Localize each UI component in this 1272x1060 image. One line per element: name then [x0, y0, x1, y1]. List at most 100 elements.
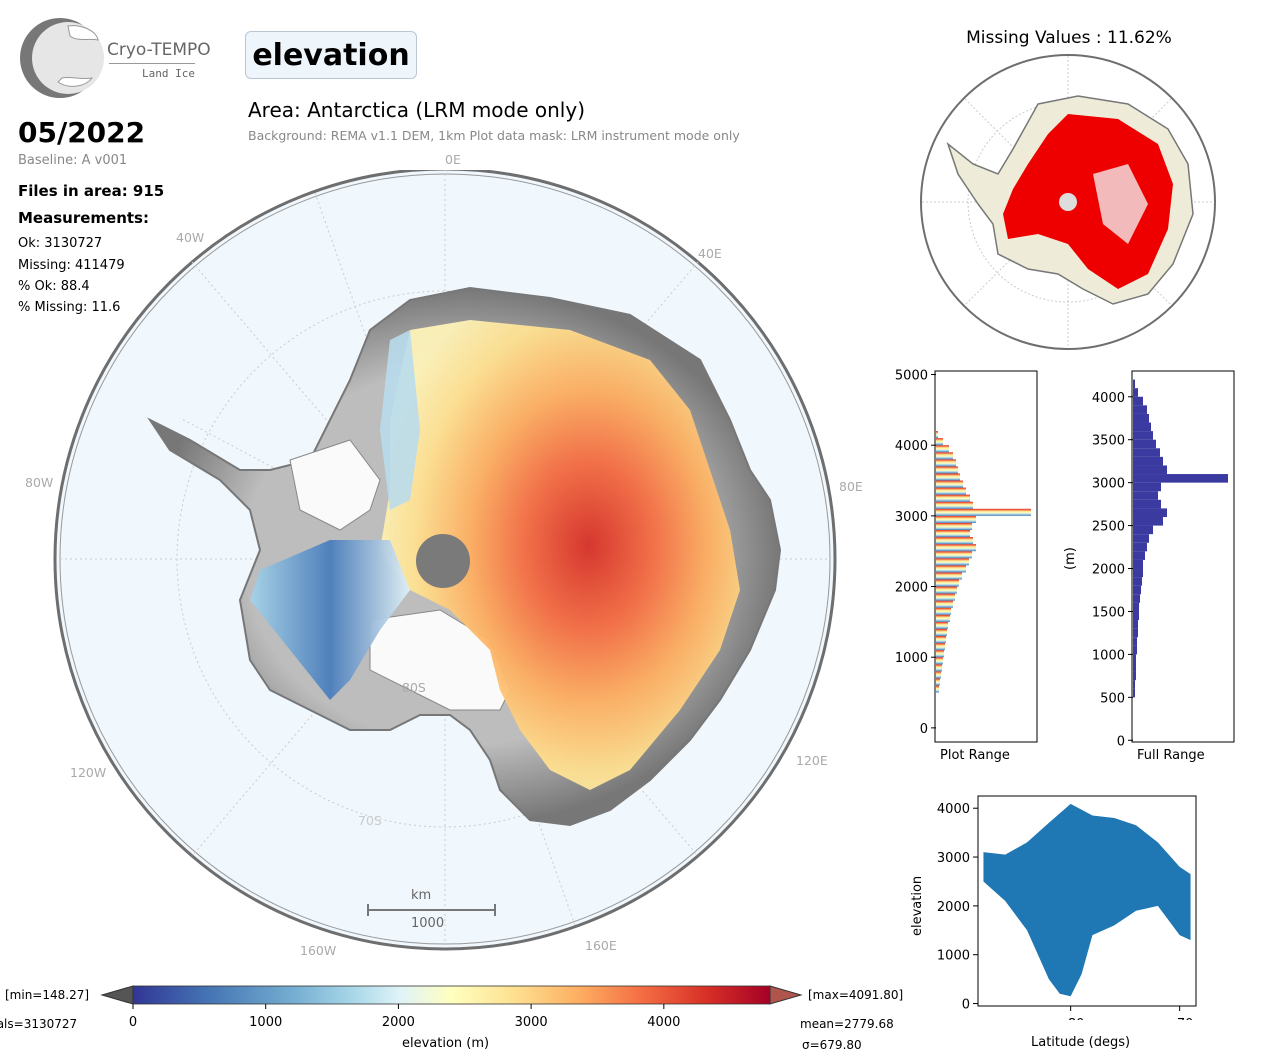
parameter-title: elevation [245, 31, 417, 79]
elevation-colorbar [100, 985, 803, 1009]
y-tick-label: 3500 [1092, 434, 1125, 449]
area-title: Area: Antarctica (LRM mode only) [248, 98, 586, 122]
y-tick-label: 2000 [937, 900, 970, 915]
colorbar-max: [max=4091.80] [808, 988, 904, 1002]
histogram-bar [936, 530, 970, 538]
histogram-bar [1133, 388, 1138, 397]
histogram-bar [936, 636, 946, 644]
y-tick-label: 1000 [1092, 648, 1125, 663]
histogram-bar [1133, 594, 1140, 603]
histogram-bar [1133, 559, 1143, 569]
histogram-bar [936, 494, 970, 502]
colorbar-max-extend [769, 985, 803, 1005]
scatter-points [983, 803, 1191, 997]
lon-label-40e: 40E [698, 246, 722, 261]
latitude-scatter-plot: 0 1000 2000 3000 4000 −80 −70 [937, 795, 1197, 1020]
histogram-bar [1133, 405, 1147, 414]
histogram-bar [1133, 465, 1167, 475]
histogram-bar [1133, 456, 1163, 466]
y-tick-label: 5000 [895, 369, 928, 384]
histogram-bar [1133, 585, 1141, 595]
lon-label-160w: 160W [300, 943, 337, 958]
y-tick-label: 2500 [1092, 520, 1125, 535]
y-tick-label: 1000 [937, 949, 970, 964]
histogram-bar [1133, 611, 1139, 621]
y-tick-label: 1500 [1092, 605, 1125, 620]
histogram-bar [936, 650, 944, 658]
plot-range-label: Plot Range [940, 748, 1010, 763]
histogram-bar [936, 657, 943, 665]
ronne-ice-shelf [289, 439, 381, 531]
histogram-bar [1133, 577, 1142, 586]
colorbar-nvals: nvals=3130727 [0, 1017, 78, 1031]
histogram-bar [1133, 680, 1135, 689]
histogram-bar [936, 522, 972, 530]
background-note: Background: REMA v1.1 DEM, 1km Plot data… [248, 128, 740, 143]
y-tick-label: 3000 [895, 510, 928, 525]
histogram-bar [1133, 542, 1147, 552]
histogram-bar [936, 544, 976, 552]
histogram-bar [1133, 645, 1137, 655]
histogram-bar [936, 579, 959, 587]
histogram-bar [936, 473, 960, 481]
logo-title: Cryo-TEMPO [107, 40, 211, 60]
measurements-pct-missing: % Missing: 11.6 [18, 300, 121, 315]
x-tick-label: −80 [1057, 1017, 1084, 1020]
lon-label-160e: 160E [585, 938, 617, 953]
histogram-bar [1133, 654, 1136, 663]
colorbar-xlabel: elevation (m) [402, 1036, 490, 1051]
x-tick-label: −70 [1166, 1017, 1193, 1020]
colorbar-min: [min=148.27] [5, 988, 90, 1002]
histogram-bar [1133, 448, 1160, 457]
measurements-missing: Missing: 411479 [18, 258, 125, 273]
histogram-bar [936, 685, 939, 693]
colorbar-gradient [132, 985, 771, 1005]
histogram-bar [936, 628, 947, 636]
measurements-pct-ok: % Ok: 88.4 [18, 279, 90, 294]
histogram-bar [936, 487, 966, 495]
y-tick-label: 3000 [937, 851, 970, 866]
plot-range-histogram: 0 1000 2000 3000 4000 5000 [895, 369, 1038, 743]
histogram-bar [1133, 551, 1145, 560]
lat-label-70s: 70S [358, 813, 382, 828]
histogram-bar [936, 480, 963, 488]
histogram-bar [1133, 671, 1136, 681]
scatter-xlabel: Latitude (degs) [1031, 1035, 1131, 1050]
y-tick-label: 2000 [895, 581, 928, 596]
histogram-bar [1133, 379, 1135, 389]
histogram-bar [936, 565, 966, 573]
histogram-bar [936, 643, 945, 651]
histogram-bar [936, 445, 949, 453]
elevation-data-east [380, 320, 740, 790]
lon-label-0e: 0E [445, 152, 461, 167]
y-tick-label: 1000 [895, 651, 928, 666]
histogram-bar [1133, 413, 1149, 423]
files-count: Files in area: 915 [18, 182, 165, 200]
baseline-label: Baseline: A v001 [18, 153, 128, 168]
histogram-bar [1133, 602, 1139, 612]
full-range-histogram: 0 500 1000 1500 2000 2500 3000 3500 4000 [1092, 370, 1235, 749]
histogram-bar [936, 607, 951, 615]
full-range-label: Full Range [1137, 748, 1205, 763]
histogram-bar [1133, 525, 1153, 535]
histogram-bar [936, 459, 956, 467]
y-tick-label: 3000 [1092, 477, 1125, 492]
histogram-bar [936, 431, 938, 439]
histogram-bar [1133, 482, 1161, 492]
histogram-bar [1133, 620, 1138, 629]
histogram-bar [1133, 396, 1143, 406]
month-label: 05/2022 [18, 116, 146, 149]
histogram-bar [1133, 431, 1153, 440]
histogram-bar [1133, 491, 1158, 500]
histogram-bar [936, 438, 943, 446]
histogram-bar [936, 537, 973, 545]
histogram-bar [1133, 534, 1149, 543]
lon-label-120w: 120W [70, 765, 107, 780]
histogram-bar [1133, 474, 1228, 483]
y-tick-label: 500 [1100, 691, 1125, 706]
y-tick-label: 4000 [895, 439, 928, 454]
lon-label-40w: 40W [176, 230, 205, 245]
histogram-bar [1133, 516, 1163, 526]
y-tick-label: 4000 [1092, 391, 1125, 406]
colorbar-min-extend [100, 985, 134, 1005]
